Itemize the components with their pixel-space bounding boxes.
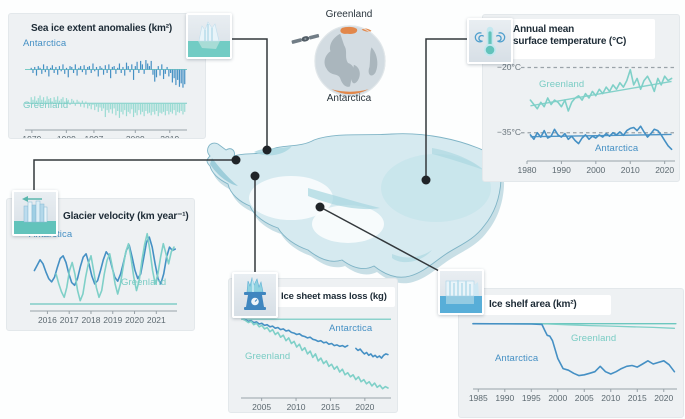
temperature-ref-35-label: −35°C xyxy=(497,127,521,137)
mass-chart: 2005 2010 2015 2020 xyxy=(241,318,391,412)
panel-temperature: Annual mean surface temperature (°C) −20… xyxy=(482,14,680,182)
svg-text:1990: 1990 xyxy=(552,165,571,175)
svg-text:2005: 2005 xyxy=(575,393,594,403)
svg-text:2015: 2015 xyxy=(628,393,647,403)
svg-text:2021: 2021 xyxy=(147,315,166,325)
antarctica-map-drawing xyxy=(206,133,505,284)
svg-text:2020: 2020 xyxy=(125,315,144,325)
svg-text:1995: 1995 xyxy=(522,393,541,403)
satellite-icon xyxy=(289,27,324,57)
mass-title: Ice sheet mass loss (kg) xyxy=(281,291,387,302)
globe-greenland-label: Greenland xyxy=(325,9,373,20)
sea-ice-chart: 1979 1989 1997 2009 2019 xyxy=(22,60,187,138)
svg-text:1990: 1990 xyxy=(495,393,514,403)
panel-ice-sheet-mass: Ice sheet mass loss (kg) Antarctica Gree… xyxy=(228,278,398,413)
thermometer-wind-icon xyxy=(467,18,513,64)
svg-text:1989: 1989 xyxy=(57,134,76,138)
sea-ice-title: Sea ice extent anomalies (km²) xyxy=(31,23,173,34)
shelf-title-strip xyxy=(483,295,611,315)
svg-text:2010: 2010 xyxy=(601,393,620,403)
svg-text:2019: 2019 xyxy=(103,315,122,325)
svg-text:2010: 2010 xyxy=(287,402,306,412)
svg-text:2018: 2018 xyxy=(82,315,101,325)
svg-text:2016: 2016 xyxy=(38,315,57,325)
svg-text:2020: 2020 xyxy=(654,393,673,403)
globe-antarctica-label: Antarctica xyxy=(326,93,372,104)
svg-text:2005: 2005 xyxy=(252,402,271,412)
svg-text:2000: 2000 xyxy=(548,393,567,403)
temperature-greenland-label: Greenland xyxy=(539,79,585,90)
svg-text:2000: 2000 xyxy=(586,165,605,175)
globe-icon xyxy=(311,22,389,105)
svg-text:1997: 1997 xyxy=(84,134,103,138)
shelf-chart: 1985 1990 1995 2000 2005 2010 2015 2020 xyxy=(469,322,677,403)
svg-text:2015: 2015 xyxy=(321,402,340,412)
mass-antarctica-label: Antarctica xyxy=(329,323,373,334)
glacier-flow-arrow-icon xyxy=(12,190,58,236)
svg-text:2020: 2020 xyxy=(355,402,374,412)
shelf-greenland-label: Greenland xyxy=(571,333,617,344)
mass-title-strip xyxy=(275,287,395,307)
svg-text:2020: 2020 xyxy=(655,165,674,175)
temperature-chart: 1980 1990 2000 2010 2020 xyxy=(518,66,675,175)
glacier-velocity-chart: 2016 2017 2018 2019 2020 2021 xyxy=(30,232,177,325)
temperature-title: Annual mean surface temperature (°C) xyxy=(513,24,627,47)
sea-ice-antarctica-label: Antarctica xyxy=(23,38,67,49)
antarctica-map xyxy=(196,126,508,293)
svg-text:2009: 2009 xyxy=(126,134,145,138)
mass-greenland-label: Greenland xyxy=(245,351,291,362)
iceberg-icon xyxy=(186,13,232,59)
temperature-ref-20-label: −20°C xyxy=(497,62,521,72)
svg-text:2010: 2010 xyxy=(621,165,640,175)
svg-text:2017: 2017 xyxy=(60,315,79,325)
shelf-title: Ice shelf area (km²) xyxy=(489,299,577,310)
svg-text:2019: 2019 xyxy=(160,134,179,138)
ice-shelf-icon xyxy=(438,269,484,315)
temperature-antarctica-label: Antarctica xyxy=(595,143,639,154)
ice-on-scale-icon xyxy=(232,272,278,318)
svg-text:1979: 1979 xyxy=(22,134,41,138)
glacier-velocity-title: Glacier velocity (km year⁻¹) xyxy=(63,211,189,222)
temperature-title-strip xyxy=(507,19,655,59)
panel-ice-shelf: Ice shelf area (km²) Greenland Antarctic… xyxy=(458,288,684,418)
panel-sea-ice: Sea ice extent anomalies (km²) Antarctic… xyxy=(8,13,206,139)
svg-text:1985: 1985 xyxy=(469,393,488,403)
shelf-antarctica-label: Antarctica xyxy=(495,353,539,364)
svg-text:1980: 1980 xyxy=(518,165,537,175)
sea-ice-greenland-label: Greenland xyxy=(23,100,69,111)
glacier-greenland-label: Greenland xyxy=(121,277,167,288)
